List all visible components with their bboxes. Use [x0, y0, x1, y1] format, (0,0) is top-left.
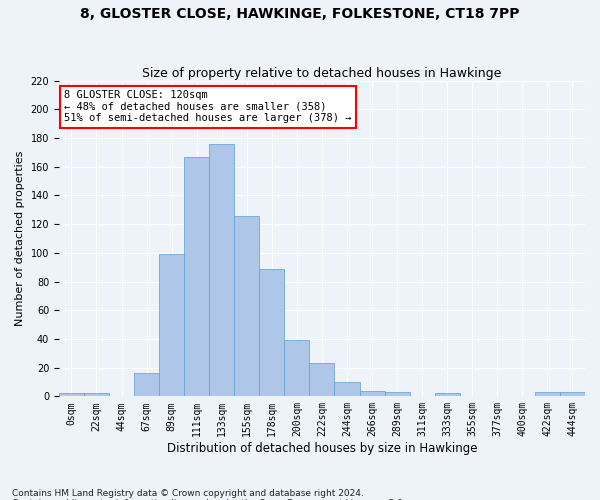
Bar	[84, 394, 109, 396]
Text: Contains HM Land Registry data © Crown copyright and database right 2024.: Contains HM Land Registry data © Crown c…	[12, 488, 364, 498]
Bar	[385, 392, 410, 396]
Bar	[234, 216, 259, 396]
Bar	[284, 340, 310, 396]
Bar	[334, 382, 359, 396]
Bar	[184, 156, 209, 396]
Title: Size of property relative to detached houses in Hawkinge: Size of property relative to detached ho…	[142, 66, 502, 80]
Bar	[134, 374, 159, 396]
Text: Contains public sector information licensed under the Open Government Licence v3: Contains public sector information licen…	[12, 498, 406, 500]
Text: 8 GLOSTER CLOSE: 120sqm
← 48% of detached houses are smaller (358)
51% of semi-d: 8 GLOSTER CLOSE: 120sqm ← 48% of detache…	[64, 90, 352, 124]
Bar	[259, 268, 284, 396]
Bar	[434, 394, 460, 396]
Bar	[535, 392, 560, 396]
Bar	[59, 394, 84, 396]
Bar	[560, 392, 585, 396]
Bar	[359, 390, 385, 396]
X-axis label: Distribution of detached houses by size in Hawkinge: Distribution of detached houses by size …	[167, 442, 477, 455]
Y-axis label: Number of detached properties: Number of detached properties	[15, 151, 25, 326]
Bar	[159, 254, 184, 396]
Text: 8, GLOSTER CLOSE, HAWKINGE, FOLKESTONE, CT18 7PP: 8, GLOSTER CLOSE, HAWKINGE, FOLKESTONE, …	[80, 8, 520, 22]
Bar	[209, 144, 234, 397]
Bar	[310, 364, 334, 396]
